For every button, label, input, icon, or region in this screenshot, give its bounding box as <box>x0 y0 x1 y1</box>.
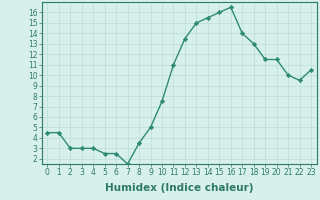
X-axis label: Humidex (Indice chaleur): Humidex (Indice chaleur) <box>105 183 253 193</box>
